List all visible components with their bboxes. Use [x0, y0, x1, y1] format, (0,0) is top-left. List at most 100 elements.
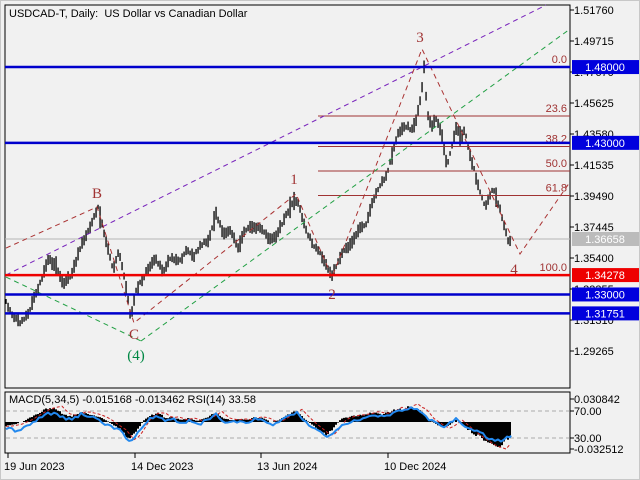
price-highlight-label: 1.33000 [585, 289, 625, 301]
indicator-axis-label: 0.030842 [574, 394, 620, 406]
macd-histogram-bar [291, 412, 293, 422]
wave-label: 4 [510, 262, 518, 278]
macd-histogram-bar [359, 414, 361, 422]
candle-bar [409, 127, 411, 133]
candle-bar [249, 220, 251, 233]
candle-bar [19, 320, 21, 327]
indicator-title: MACD(5,34,5) -0.015168 -0.013462 RSI(14)… [9, 394, 257, 406]
macd-histogram-bar [327, 422, 329, 435]
macd-histogram-bar [369, 412, 371, 422]
candle-bar [349, 238, 351, 251]
macd-histogram-bar [423, 415, 425, 422]
macd-histogram-bar [177, 418, 179, 422]
candle-bar [419, 96, 421, 106]
fib-level-label: 61.8 [546, 183, 567, 195]
candle-bar [461, 129, 463, 143]
candle-bar [235, 239, 237, 248]
macd-histogram-bar [249, 419, 251, 422]
candle-bar [39, 279, 41, 286]
candle-bar [285, 210, 287, 219]
macd-histogram-bar [389, 412, 391, 422]
candle-bar [243, 226, 245, 238]
candle-bar [429, 115, 431, 128]
price-highlight-box [572, 232, 639, 246]
candle-bar [253, 222, 255, 233]
macd-histogram-bar [419, 410, 421, 422]
price-highlight-box [572, 60, 639, 75]
wave-label: B [92, 186, 102, 202]
candle-bar [209, 230, 211, 241]
macd-histogram-bar [117, 422, 119, 429]
macd-histogram-bar [479, 422, 481, 436]
macd-histogram-bar [489, 422, 491, 443]
macd-histogram-bar [329, 422, 331, 431]
candle-bar [227, 226, 229, 237]
macd-histogram-bar [379, 413, 381, 422]
candle-bar [45, 259, 47, 272]
macd-histogram-bar [145, 418, 147, 422]
candle-bar [43, 265, 45, 278]
candle-bar [199, 240, 201, 250]
macd-histogram-bar [331, 422, 333, 431]
candle-bar [333, 264, 335, 276]
wave-label: 3 [416, 30, 424, 46]
macd-histogram-bar [385, 412, 387, 422]
macd-histogram-bar [35, 414, 37, 422]
macd-histogram-bar [495, 422, 497, 447]
candle-bar [187, 247, 189, 255]
candle-bar [301, 212, 303, 223]
candle-bar [133, 293, 135, 306]
macd-histogram-bar [93, 415, 95, 422]
macd-histogram-bar [135, 422, 137, 432]
macd-histogram-bar [13, 422, 15, 425]
candle-bar [5, 299, 7, 304]
macd-histogram-bar [141, 422, 143, 423]
candle-bar [497, 200, 499, 208]
candle-bar [119, 252, 121, 261]
candle-bar [85, 230, 87, 242]
macd-histogram-bar [387, 411, 389, 422]
candle-bar [439, 122, 441, 136]
candle-bar [81, 237, 83, 249]
candle-bar [23, 316, 25, 322]
candle-bar [465, 133, 467, 139]
candle-bar [165, 261, 167, 272]
candle-bar [97, 204, 99, 210]
macd-histogram-bar [355, 416, 357, 422]
candle-bar [113, 261, 115, 273]
candle-bar [229, 226, 231, 235]
candle-bar [65, 274, 67, 286]
candle-bar [361, 221, 363, 233]
candle-bar [171, 253, 173, 263]
macd-histogram-bar [339, 420, 341, 422]
macd-histogram-bar [367, 414, 369, 422]
macd-histogram-bar [109, 422, 111, 423]
candle-bar [121, 261, 123, 271]
candle-bar [267, 232, 269, 245]
indicator-axis-label: 30.00 [574, 433, 602, 445]
macd-histogram-bar [179, 419, 181, 422]
macd-histogram-bar [139, 422, 141, 427]
macd-histogram-bar [105, 420, 107, 422]
candle-bar [367, 211, 369, 224]
macd-histogram-bar [111, 422, 113, 424]
macd-histogram-bar [309, 422, 311, 423]
candle-bar [441, 129, 443, 142]
candle-bar [157, 260, 159, 267]
candle-bar [161, 264, 163, 277]
candle-bar [383, 176, 385, 184]
macd-histogram-bar [133, 422, 135, 434]
candle-bar [289, 196, 291, 219]
fib-level-label: 100.0 [539, 262, 567, 274]
candle-bar [225, 227, 227, 239]
macd-histogram-bar [223, 418, 225, 422]
macd-histogram-bar [463, 422, 465, 427]
macd-histogram-bar [299, 414, 301, 422]
candle-bar [311, 238, 313, 249]
price-highlight-label: 1.36658 [585, 234, 625, 246]
macd-histogram-bar [183, 419, 185, 422]
candle-bar [463, 126, 465, 136]
candle-bar [117, 249, 119, 257]
price-axis-label: 1.45625 [574, 98, 614, 110]
